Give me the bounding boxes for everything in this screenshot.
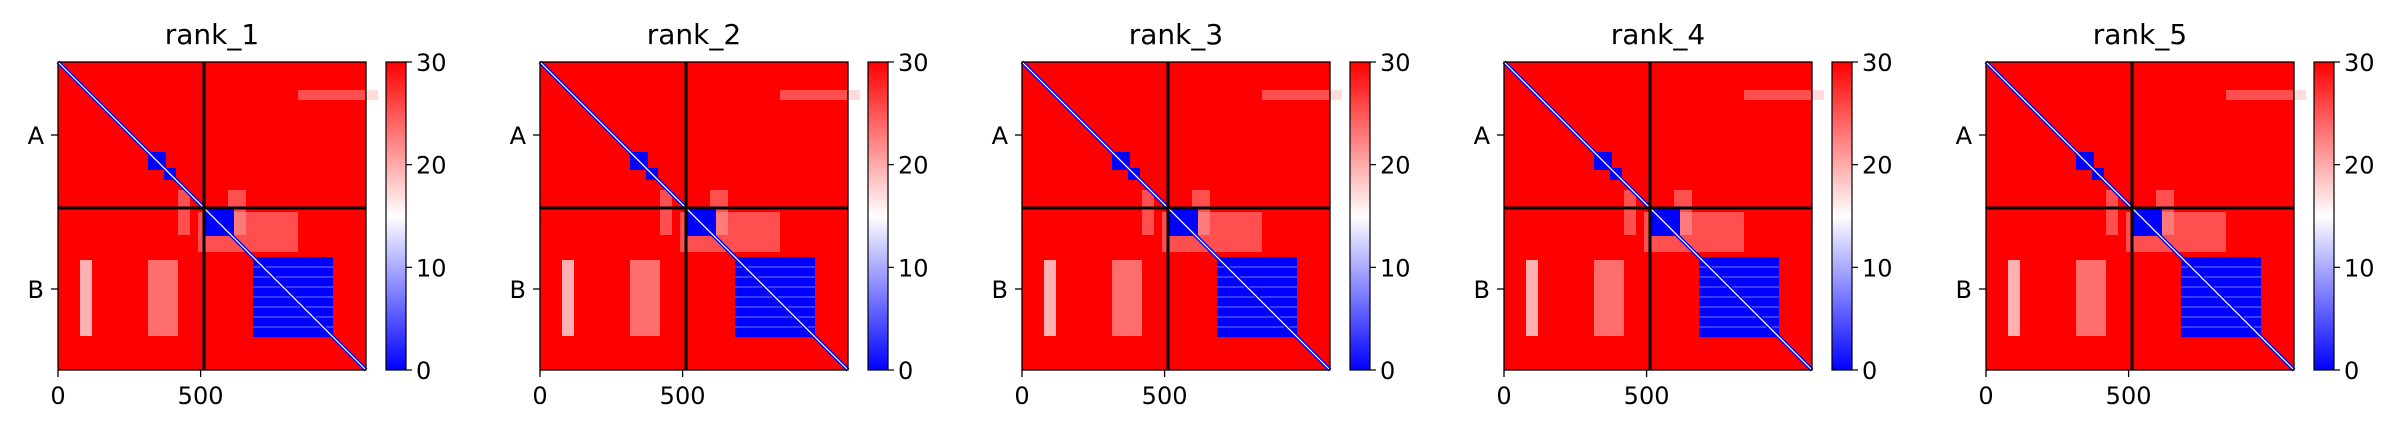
y-tick-label: A	[510, 122, 527, 150]
texture-band	[2076, 260, 2106, 336]
panel-title: rank_4	[1611, 18, 1705, 51]
panel-title: rank_3	[1129, 18, 1223, 51]
y-tick-label: B	[1956, 276, 1972, 304]
colorbar	[1831, 61, 1853, 371]
panel-title: rank_1	[165, 18, 259, 51]
panel-2: rank_2 0 500 A B 0 10 20 30	[510, 18, 929, 410]
x-tick-label: 500	[178, 382, 224, 410]
colorbar-tick-label: 0	[898, 357, 913, 385]
colorbar-tick-label: 10	[416, 254, 447, 282]
plot-frame	[1985, 61, 2295, 371]
x-tick-label: 500	[660, 382, 706, 410]
x-tick-label: 500	[1142, 382, 1188, 410]
y-tick-label: A	[28, 122, 45, 150]
y-tick-label: B	[28, 276, 44, 304]
texture-band	[1142, 190, 1154, 235]
texture-band	[1262, 90, 1342, 100]
x-tick-label: 0	[532, 382, 547, 410]
panel-3: rank_3 0 500 A B 0 10 20 30	[992, 18, 1411, 410]
panel-5: rank_5 0 500 A B 0 10 20 30	[1956, 18, 2375, 410]
texture-band	[298, 90, 378, 100]
texture-band	[1744, 90, 1824, 100]
x-tick-label: 0	[1978, 382, 1993, 410]
colorbar-tick-label: 0	[1862, 357, 1877, 385]
colorbar-tick-label: 10	[898, 254, 929, 282]
texture-band	[2226, 90, 2306, 100]
colorbar-tick-label: 20	[898, 152, 929, 180]
y-tick-label: B	[1474, 276, 1490, 304]
colorbar-tick-label: 30	[2344, 49, 2375, 77]
y-tick-label: A	[1956, 122, 1973, 150]
texture-band	[80, 260, 92, 336]
texture-band	[1624, 190, 1636, 235]
x-tick-label: 0	[1014, 382, 1029, 410]
x-tick-label: 500	[2106, 382, 2152, 410]
colorbar-tick-label: 20	[2344, 152, 2375, 180]
y-tick-label: A	[992, 122, 1009, 150]
plot-frame	[1503, 61, 1813, 371]
colorbar-tick-label: 30	[1862, 49, 1893, 77]
colorbar	[2313, 61, 2335, 371]
texture-band	[2008, 260, 2020, 336]
diagonal-core	[1021, 61, 1331, 371]
colorbar	[385, 61, 407, 371]
panel-4: rank_4 0 500 A B 0 10 20 30	[1474, 18, 1893, 410]
colorbar-tick-label: 0	[1380, 357, 1395, 385]
texture-band	[1112, 260, 1142, 336]
diagonal-core	[1985, 61, 2295, 371]
texture-band	[562, 260, 574, 336]
colorbar-tick-label: 10	[2344, 254, 2375, 282]
texture-band	[630, 260, 660, 336]
y-tick-label: B	[510, 276, 526, 304]
colorbar	[867, 61, 889, 371]
texture-band	[1526, 260, 1538, 336]
colorbar-tick-label: 20	[1862, 152, 1893, 180]
plot-frame	[539, 61, 849, 371]
texture-band	[660, 190, 672, 235]
x-tick-label: 0	[1496, 382, 1511, 410]
plot-frame	[57, 61, 367, 371]
panel-title: rank_2	[647, 18, 741, 51]
y-tick-label: A	[1474, 122, 1491, 150]
x-tick-label: 500	[1624, 382, 1670, 410]
x-tick-label: 0	[50, 382, 65, 410]
panel-1: rank_1 0 500 A B 0 10 20 30	[28, 18, 447, 410]
texture-band	[1044, 260, 1056, 336]
colorbar-tick-label: 10	[1380, 254, 1411, 282]
colorbar	[1349, 61, 1371, 371]
diagonal-core	[57, 61, 367, 371]
texture-band	[2106, 190, 2118, 235]
texture-band	[148, 260, 178, 336]
texture-band	[780, 90, 860, 100]
plot-frame	[1021, 61, 1331, 371]
y-tick-label: B	[992, 276, 1008, 304]
diagonal-core	[539, 61, 849, 371]
colorbar-tick-label: 30	[1380, 49, 1411, 77]
colorbar-tick-label: 20	[1380, 152, 1411, 180]
diagonal-core	[1503, 61, 1813, 371]
colorbar-tick-label: 20	[416, 152, 447, 180]
panel-title: rank_5	[2093, 18, 2187, 51]
colorbar-tick-label: 0	[416, 357, 431, 385]
colorbar-tick-label: 10	[1862, 254, 1893, 282]
colorbar-tick-label: 30	[416, 49, 447, 77]
colorbar-tick-label: 0	[2344, 357, 2359, 385]
colorbar-tick-label: 30	[898, 49, 929, 77]
texture-band	[1594, 260, 1624, 336]
texture-band	[178, 190, 190, 235]
